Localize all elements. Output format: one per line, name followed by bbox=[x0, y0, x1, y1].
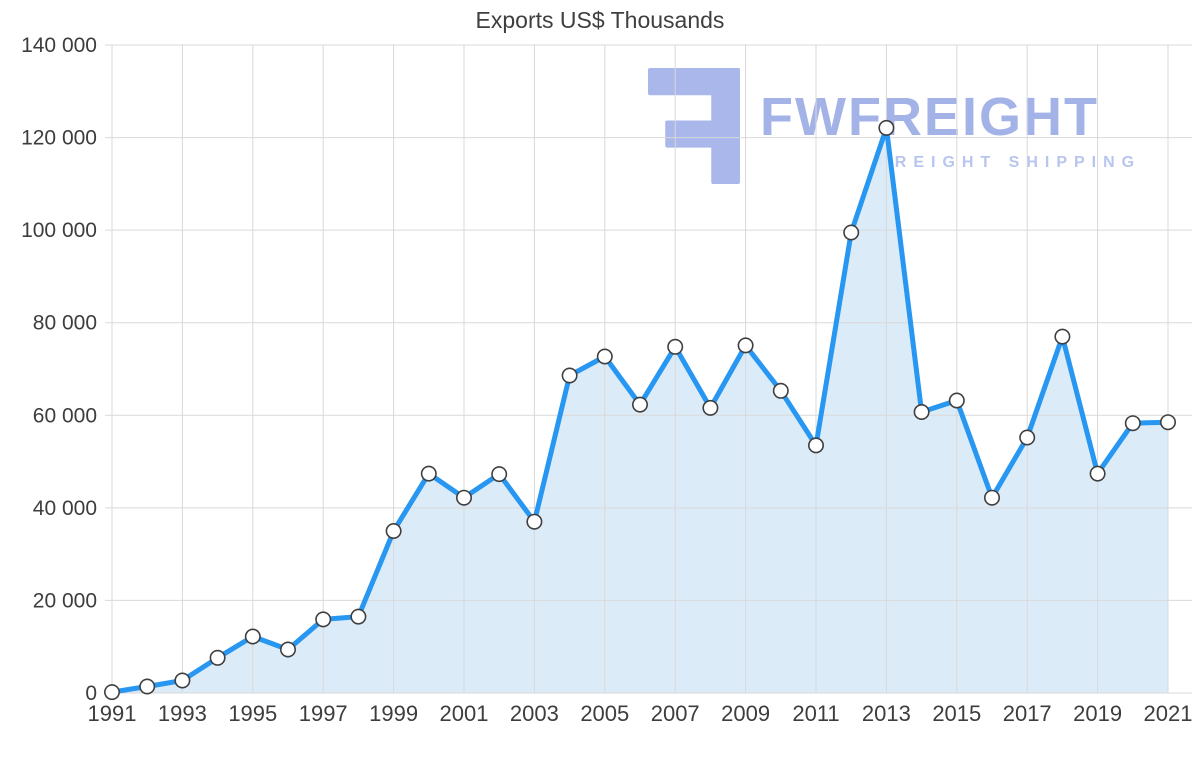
x-axis-tick-label: 2007 bbox=[651, 701, 700, 726]
data-point-marker[interactable] bbox=[983, 489, 1000, 506]
x-axis-tick-label: 1993 bbox=[158, 701, 207, 726]
x-axis-tick-label: 2015 bbox=[932, 701, 981, 726]
data-point-marker[interactable] bbox=[279, 641, 296, 658]
x-axis-tick-label: 2009 bbox=[721, 701, 770, 726]
x-axis-tick-label: 2017 bbox=[1003, 701, 1052, 726]
x-axis-tick-label: 2013 bbox=[862, 701, 911, 726]
x-axis-tick-label: 2005 bbox=[580, 701, 629, 726]
data-point-marker[interactable] bbox=[878, 119, 895, 136]
y-axis-tick-label: 140 000 bbox=[21, 34, 97, 57]
x-axis-tick-label: 2019 bbox=[1073, 701, 1122, 726]
x-axis-tick-label: 2011 bbox=[792, 701, 839, 726]
data-point-marker[interactable] bbox=[174, 672, 191, 689]
x-axis-tick-label: 2021 bbox=[1144, 701, 1193, 726]
data-point-marker[interactable] bbox=[526, 513, 543, 530]
data-point-marker[interactable] bbox=[104, 684, 121, 701]
y-axis-tick-label: 80 000 bbox=[33, 312, 97, 335]
x-axis-tick-label: 1999 bbox=[369, 701, 418, 726]
data-point-marker[interactable] bbox=[350, 608, 367, 625]
data-point-marker[interactable] bbox=[385, 522, 402, 539]
data-point-marker[interactable] bbox=[139, 678, 156, 695]
data-point-marker[interactable] bbox=[1089, 465, 1106, 482]
data-point-marker[interactable] bbox=[455, 489, 472, 506]
x-axis-tick-label: 1997 bbox=[299, 701, 348, 726]
data-point-marker[interactable] bbox=[807, 437, 824, 454]
data-point-marker[interactable] bbox=[948, 392, 965, 409]
data-point-marker[interactable] bbox=[596, 348, 613, 365]
data-point-marker[interactable] bbox=[491, 466, 508, 483]
y-axis-tick-label: 100 000 bbox=[21, 219, 97, 242]
data-point-marker[interactable] bbox=[315, 611, 332, 628]
data-point-marker[interactable] bbox=[772, 382, 789, 399]
data-point-marker[interactable] bbox=[631, 396, 648, 413]
data-point-marker[interactable] bbox=[1019, 429, 1036, 446]
x-axis-tick-label: 1995 bbox=[228, 701, 277, 726]
data-point-marker[interactable] bbox=[1160, 414, 1177, 431]
data-point-marker[interactable] bbox=[1124, 415, 1141, 432]
y-axis-tick-label: 0 bbox=[85, 682, 97, 705]
y-axis-tick-label: 40 000 bbox=[33, 497, 97, 520]
data-point-marker[interactable] bbox=[737, 337, 754, 354]
y-axis-tick-label: 120 000 bbox=[21, 127, 97, 150]
x-axis-tick-label: 2003 bbox=[510, 701, 559, 726]
data-point-marker[interactable] bbox=[843, 224, 860, 241]
data-point-marker[interactable] bbox=[561, 367, 578, 384]
y-axis-tick-label: 20 000 bbox=[33, 589, 97, 612]
data-point-marker[interactable] bbox=[1054, 328, 1071, 345]
x-axis-tick-label: 2001 bbox=[440, 701, 489, 726]
data-point-marker[interactable] bbox=[420, 465, 437, 482]
data-point-marker[interactable] bbox=[667, 338, 684, 355]
x-axis-tick-label: 1991 bbox=[88, 701, 137, 726]
data-point-marker[interactable] bbox=[209, 649, 226, 666]
data-point-marker[interactable] bbox=[913, 403, 930, 420]
y-axis-tick-label: 60 000 bbox=[33, 404, 97, 427]
data-point-marker[interactable] bbox=[244, 628, 261, 645]
data-point-marker[interactable] bbox=[702, 399, 719, 416]
